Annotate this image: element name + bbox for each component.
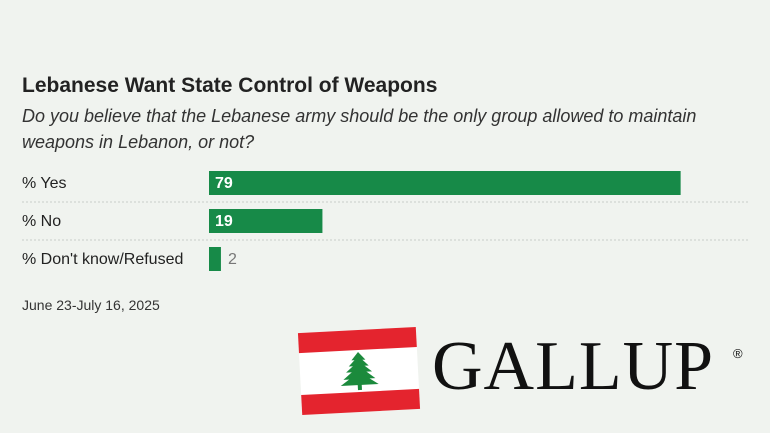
date-note: June 23-July 16, 2025 bbox=[22, 297, 160, 313]
value-label: 2 bbox=[228, 251, 237, 268]
category-label: % No bbox=[22, 213, 61, 230]
bar bbox=[209, 247, 221, 271]
flag-red-bottom bbox=[301, 388, 421, 416]
bar bbox=[209, 171, 681, 195]
bar bbox=[209, 209, 323, 233]
chart-subtitle: Do you believe that the Lebanese army sh… bbox=[22, 106, 697, 152]
value-label: 79 bbox=[215, 175, 233, 192]
category-label: % Yes bbox=[22, 175, 66, 192]
chart: % Yes 79 % No 19 % Don't know/Refused 2 bbox=[22, 171, 748, 271]
flag-red-top bbox=[297, 326, 417, 354]
chart-title: Lebanese Want State Control of Weapons bbox=[22, 74, 438, 97]
lebanon-flag bbox=[297, 326, 421, 416]
value-label: 19 bbox=[215, 213, 233, 230]
gallup-logo: GALLUP bbox=[432, 328, 715, 405]
category-label: % Don't know/Refused bbox=[22, 251, 183, 268]
logo-registered: ® bbox=[733, 346, 743, 361]
cedar bbox=[340, 352, 379, 391]
